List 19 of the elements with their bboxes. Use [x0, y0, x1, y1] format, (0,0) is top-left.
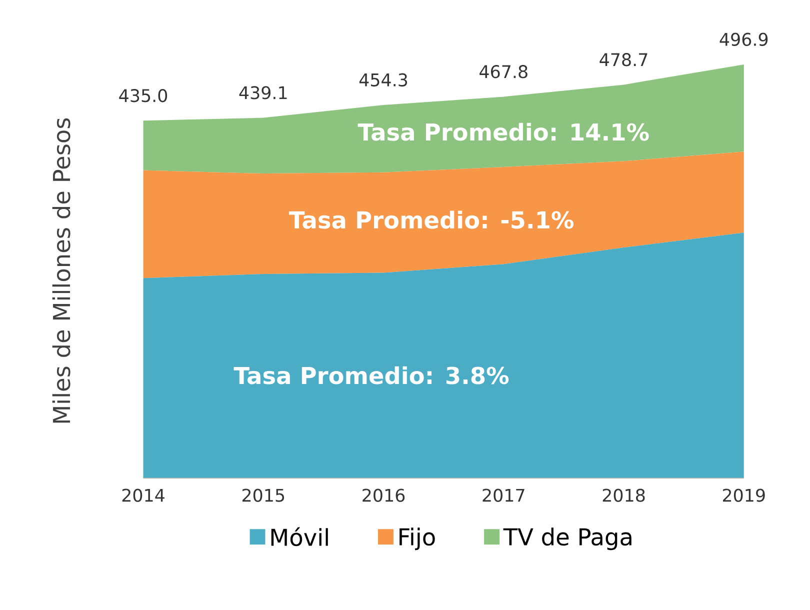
- x-tick-label: 2017: [482, 488, 524, 502]
- annotation: 467.8: [480, 65, 528, 78]
- annotation: 439.1: [239, 86, 287, 100]
- annotation: 478.7: [600, 53, 648, 66]
- legend-label: Móvil: [271, 527, 328, 546]
- legend-label: Fijo: [400, 528, 435, 550]
- x-tick-label: 2019: [722, 488, 765, 502]
- legend-label: TV de Paga: [503, 528, 632, 550]
- annotation: Tasa Promedio: 3.8%: [234, 366, 509, 384]
- annotation: 454.3: [359, 73, 408, 87]
- annotation: Tasa Promedio: -5.1%: [289, 210, 574, 229]
- x-tick-label: 2016: [362, 488, 405, 502]
- annotation: 496.9: [720, 32, 768, 46]
- y-axis-title: Miles de Millones de Pesos: [52, 118, 70, 423]
- x-tick-label: 2018: [602, 488, 645, 502]
- x-tick-label: 2015: [242, 488, 284, 502]
- annotation: Tasa Promedio: 14.1%: [358, 122, 649, 141]
- annotation: 435.0: [119, 89, 168, 102]
- x-tick-label: 2014: [122, 488, 164, 502]
